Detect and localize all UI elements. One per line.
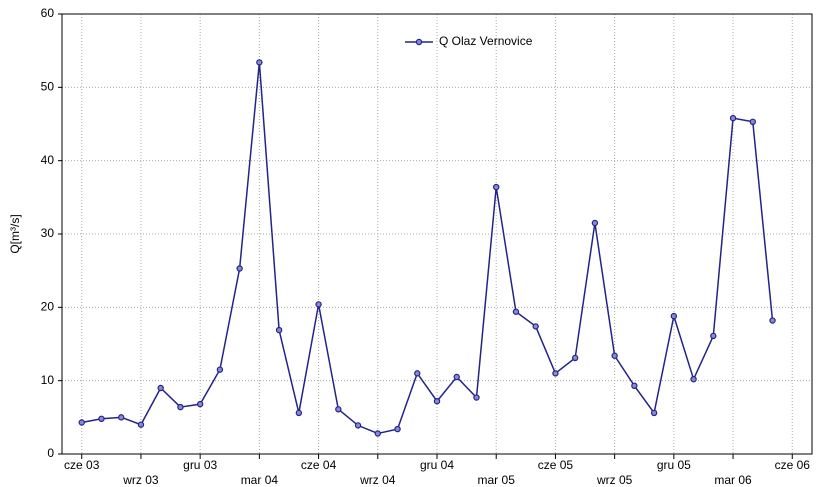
data-point [157, 384, 164, 392]
data-point [236, 265, 243, 272]
data-point [414, 370, 421, 377]
data-point [631, 382, 638, 389]
x-tick-label: mar 05 [478, 473, 516, 487]
data-point [591, 219, 599, 227]
data-point [453, 373, 460, 381]
data-point [275, 326, 283, 334]
data-point [769, 317, 776, 324]
y-axis-label: Q[m³/s] [8, 214, 22, 253]
plot-frame [61, 13, 813, 455]
series-line [81, 62, 774, 435]
x-tick-label: gru 05 [657, 458, 691, 472]
x-tick-label: gru 03 [183, 458, 217, 472]
data-point [729, 114, 737, 122]
data-point [177, 403, 184, 411]
y-tick-label: 40 [41, 153, 55, 167]
data-point [118, 414, 125, 421]
x-tick-label: wrz 05 [596, 473, 633, 487]
x-tick-label: gru 04 [420, 458, 454, 472]
data-point [433, 398, 441, 405]
data-point [710, 332, 717, 340]
data-point [78, 419, 85, 426]
y-tick-label: 20 [41, 300, 55, 314]
data-point [196, 400, 204, 408]
data-point [137, 421, 145, 428]
y-tick-label: 0 [47, 446, 54, 460]
x-tick-label: mar 06 [714, 473, 752, 487]
y-tick-label: 50 [41, 80, 55, 94]
data-point [512, 308, 520, 315]
legend-label: Q Olaz Vernovice [439, 34, 533, 48]
data-point [256, 59, 263, 66]
data-point [532, 323, 539, 330]
x-tick-label: cze 06 [775, 458, 811, 472]
data-point [493, 183, 500, 191]
data-point [552, 370, 559, 377]
data-point [749, 118, 756, 126]
y-tick-label: 60 [41, 6, 55, 20]
data-point [650, 409, 658, 417]
data-point [473, 394, 480, 401]
data-point [216, 366, 224, 373]
data-point [611, 352, 618, 359]
data-point [690, 376, 697, 383]
x-tick-label: cze 03 [64, 458, 100, 472]
data-point [670, 312, 678, 320]
y-tick-label: 30 [41, 226, 55, 240]
x-tick-label: wrz 03 [122, 473, 159, 487]
data-point [354, 422, 362, 429]
x-tick-label: cze 05 [538, 458, 574, 472]
data-point [374, 430, 381, 437]
data-point [335, 406, 342, 413]
data-point [98, 415, 105, 422]
x-tick-label: cze 04 [301, 458, 337, 472]
legend-marker [415, 38, 423, 46]
data-point [571, 354, 579, 362]
data-point [295, 409, 303, 417]
y-tick-label: 10 [41, 373, 55, 387]
data-point [394, 425, 401, 433]
x-tick-label: mar 04 [241, 473, 279, 487]
data-point [315, 301, 322, 308]
x-tick-label: wrz 04 [359, 473, 396, 487]
